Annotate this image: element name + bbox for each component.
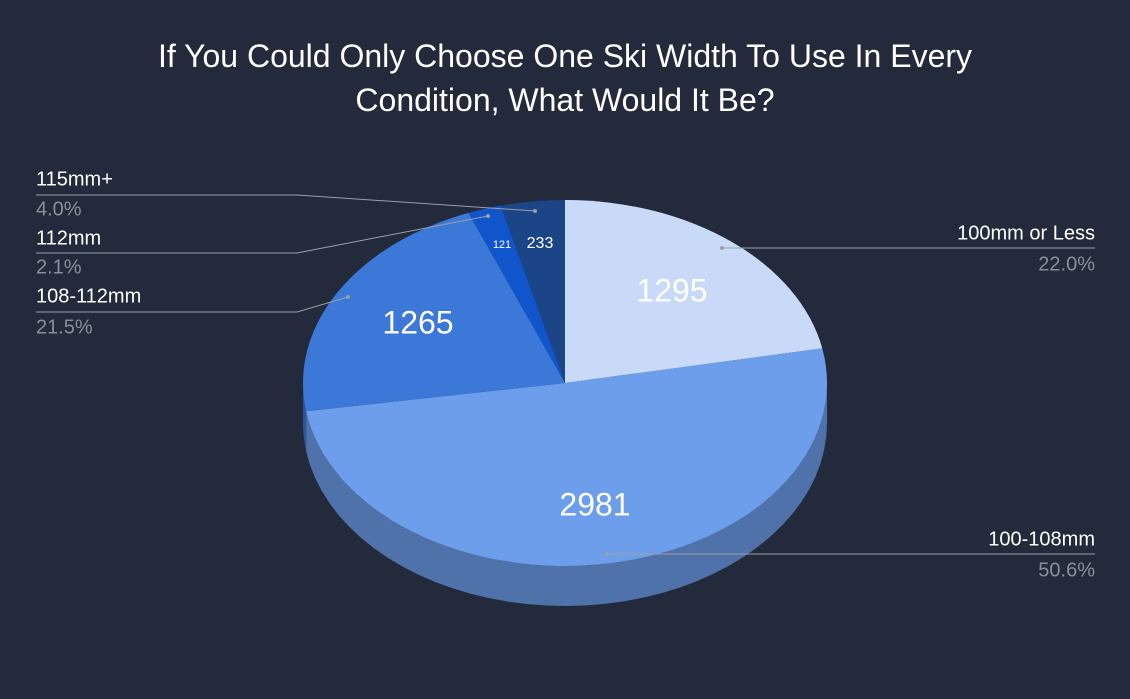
slice <box>500 200 565 383</box>
legend-label: 100-108mm <box>988 528 1095 550</box>
percent-label: 22.0% <box>1038 253 1095 275</box>
slice-side <box>306 383 827 606</box>
leader-dot <box>605 552 609 556</box>
slice-side <box>303 383 307 452</box>
percent-label: 50.6% <box>1038 559 1095 581</box>
leader-line <box>36 296 349 313</box>
data-label: 1265 <box>382 304 453 340</box>
data-label: 233 <box>527 235 554 252</box>
percent-label: 2.1% <box>36 256 82 278</box>
legend-label: 100mm or Less <box>957 222 1095 244</box>
data-label: 2981 <box>559 486 630 522</box>
data-label: 1295 <box>636 272 707 308</box>
slice <box>565 200 823 383</box>
leader-dot <box>486 214 490 218</box>
slice <box>302 212 565 412</box>
leader-dot <box>720 246 724 250</box>
leader-dot <box>346 295 350 299</box>
legend-label: 112mm <box>36 227 101 249</box>
percent-label: 4.0% <box>36 198 82 220</box>
legend-label: 115mm+ <box>36 168 113 190</box>
data-label: 121 <box>493 239 511 251</box>
legend-label: 108-112mm <box>36 285 141 307</box>
slice <box>468 205 565 383</box>
leader-dot <box>533 209 537 213</box>
leader-line <box>36 215 489 254</box>
chart-title: If You Could Only Choose One Ski Width T… <box>157 38 973 118</box>
percent-label: 21.5% <box>36 316 93 338</box>
leader-line <box>36 194 536 212</box>
slice <box>306 348 827 566</box>
